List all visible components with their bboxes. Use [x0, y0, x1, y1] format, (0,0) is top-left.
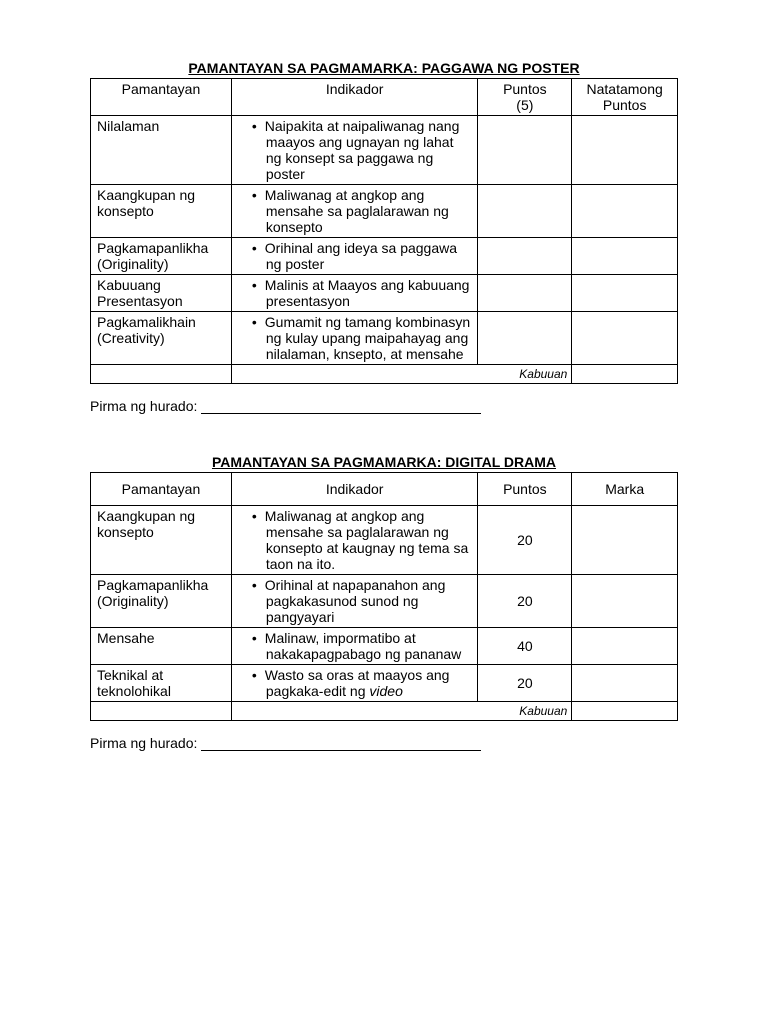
- header-natatamong: Natatamong Puntos: [572, 79, 678, 116]
- cell-puntos: 20: [478, 665, 572, 702]
- cell-puntos: 40: [478, 628, 572, 665]
- cell-pamantayan: Pagkamapanlikha (Originality): [91, 575, 232, 628]
- cell-puntos: 20: [478, 506, 572, 575]
- cell-natatamong: [572, 275, 678, 312]
- cell-kabuuan-value: [572, 365, 678, 384]
- cell-pamantayan: Kaangkupan ng konsepto: [91, 506, 232, 575]
- cell-indikador: Orihinal ang ideya sa paggawa ng poster: [231, 238, 478, 275]
- rubric-table-digital-drama: Pamantayan Indikador Puntos Marka Kaangk…: [90, 472, 678, 721]
- table-total-row: Kabuuan: [91, 365, 678, 384]
- cell-natatamong: [572, 116, 678, 185]
- header-puntos: Puntos (5): [478, 79, 572, 116]
- signature-line-2: Pirma ng hurado:: [90, 735, 678, 751]
- cell-marka: [572, 665, 678, 702]
- cell-pamantayan: Mensahe: [91, 628, 232, 665]
- header-indikador: Indikador: [231, 473, 478, 506]
- table-row: Kaangkupan ng konsepto Maliwanag at angk…: [91, 506, 678, 575]
- header-indikador: Indikador: [231, 79, 478, 116]
- cell-puntos: [478, 185, 572, 238]
- cell-puntos: 20: [478, 575, 572, 628]
- cell-indikador: Malinis at Maayos ang kabuuang presentas…: [231, 275, 478, 312]
- table-row: Pagkamapanlikha (Originality) Orihinal a…: [91, 575, 678, 628]
- header-puntos: Puntos: [478, 473, 572, 506]
- cell-indikador: Maliwanag at angkop ang mensahe sa pagla…: [231, 185, 478, 238]
- cell-puntos: [478, 238, 572, 275]
- cell-natatamong: [572, 312, 678, 365]
- cell-empty: [91, 365, 232, 384]
- table-row: Kabuuang Presentasyon Malinis at Maayos …: [91, 275, 678, 312]
- cell-pamantayan: Pagkamapanlikha (Originality): [91, 238, 232, 275]
- table-total-row: Kabuuan: [91, 702, 678, 721]
- signature-label: Pirma ng hurado:: [90, 398, 201, 414]
- rubric-table-poster: Pamantayan Indikador Puntos (5) Natatamo…: [90, 78, 678, 384]
- cell-pamantayan: Teknikal at teknolohikal: [91, 665, 232, 702]
- signature-underline: [201, 413, 481, 414]
- table-row: Mensahe Malinaw, impormatibo at nakakapa…: [91, 628, 678, 665]
- table-row: Pagkamapanlikha (Originality) Orihinal a…: [91, 238, 678, 275]
- cell-puntos: [478, 116, 572, 185]
- table-row: Pagkamalikhain (Creativity) Gumamit ng t…: [91, 312, 678, 365]
- table1-title: PAMANTAYAN SA PAGMAMARKA: PAGGAWA NG POS…: [90, 60, 678, 76]
- table2-title: PAMANTAYAN SA PAGMAMARKA: DIGITAL DRAMA: [90, 454, 678, 470]
- cell-indikador: Orihinal at napapanahon ang pagkakasunod…: [231, 575, 478, 628]
- cell-kabuuan-label: Kabuuan: [231, 702, 571, 721]
- signature-underline: [201, 750, 481, 751]
- cell-pamantayan: Pagkamalikhain (Creativity): [91, 312, 232, 365]
- cell-natatamong: [572, 185, 678, 238]
- signature-label: Pirma ng hurado:: [90, 735, 201, 751]
- cell-kabuuan-label: Kabuuan: [231, 365, 571, 384]
- cell-marka: [572, 575, 678, 628]
- header-pamantayan: Pamantayan: [91, 79, 232, 116]
- cell-marka: [572, 628, 678, 665]
- cell-kabuuan-value: [572, 702, 678, 721]
- cell-indikador: Malinaw, impormatibo at nakakapagpabago …: [231, 628, 478, 665]
- cell-pamantayan: Kaangkupan ng konsepto: [91, 185, 232, 238]
- table-row: Teknikal at teknolohikal Wasto sa oras a…: [91, 665, 678, 702]
- cell-puntos: [478, 312, 572, 365]
- table-row: Nilalaman Naipakita at naipaliwanag nang…: [91, 116, 678, 185]
- signature-line-1: Pirma ng hurado:: [90, 398, 678, 414]
- cell-indikador: Naipakita at naipaliwanag nang maayos an…: [231, 116, 478, 185]
- cell-pamantayan: Kabuuang Presentasyon: [91, 275, 232, 312]
- header-pamantayan: Pamantayan: [91, 473, 232, 506]
- cell-empty: [91, 702, 232, 721]
- cell-puntos: [478, 275, 572, 312]
- cell-indikador: Wasto sa oras at maayos ang pagkaka-edit…: [231, 665, 478, 702]
- table-row: Kaangkupan ng konsepto Maliwanag at angk…: [91, 185, 678, 238]
- header-marka: Marka: [572, 473, 678, 506]
- cell-marka: [572, 506, 678, 575]
- table-header-row: Pamantayan Indikador Puntos Marka: [91, 473, 678, 506]
- cell-indikador: Gumamit ng tamang kombinasyn ng kulay up…: [231, 312, 478, 365]
- cell-pamantayan: Nilalaman: [91, 116, 232, 185]
- table-header-row: Pamantayan Indikador Puntos (5) Natatamo…: [91, 79, 678, 116]
- cell-natatamong: [572, 238, 678, 275]
- cell-indikador: Maliwanag at angkop ang mensahe sa pagla…: [231, 506, 478, 575]
